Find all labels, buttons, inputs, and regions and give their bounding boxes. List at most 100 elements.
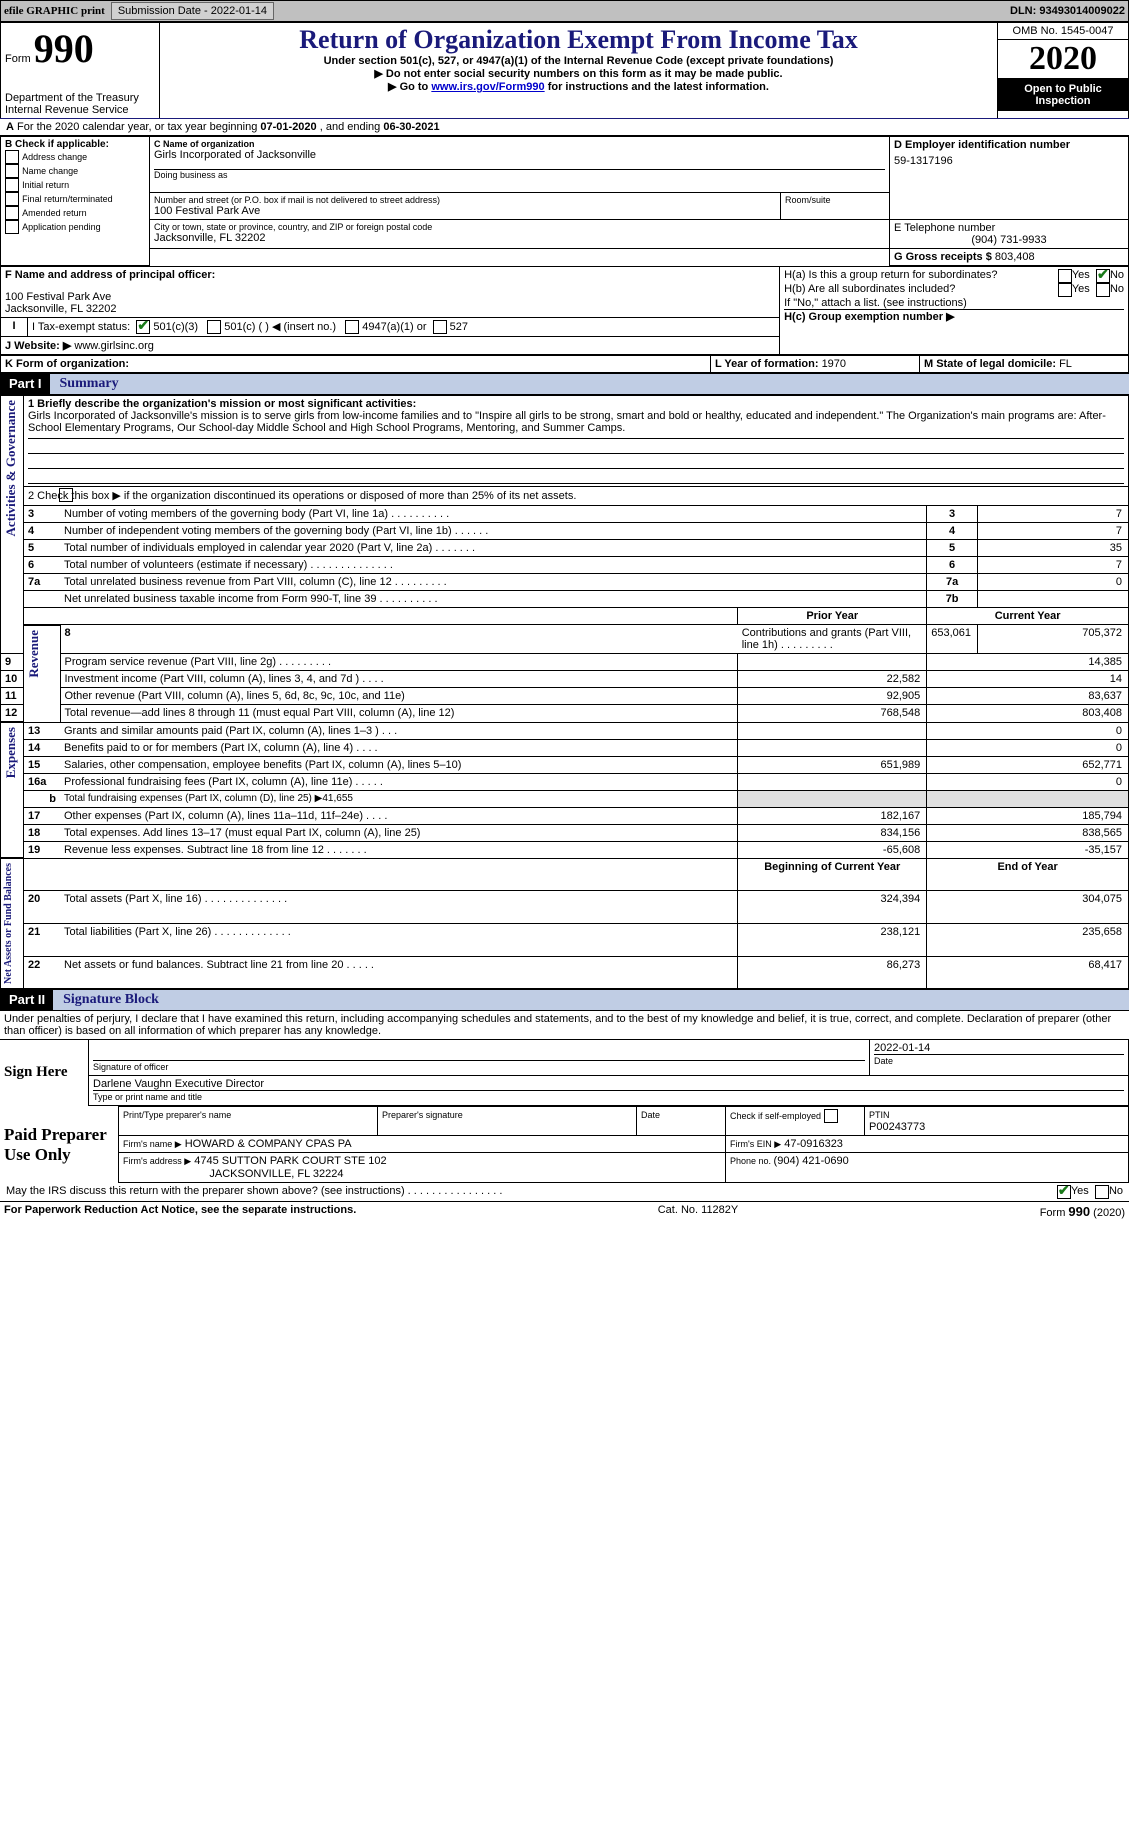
instr-post: for instructions and the latest informat… <box>548 81 769 93</box>
checkbox-amended[interactable] <box>5 206 19 220</box>
i-4947[interactable] <box>345 320 359 334</box>
hc-label: H(c) Group exemption number ▶ <box>784 310 1124 323</box>
prep-date-lbl: Date <box>641 1110 660 1120</box>
footer: For Paperwork Reduction Act Notice, see … <box>0 1202 1129 1221</box>
city-label: City or town, state or province, country… <box>154 222 885 232</box>
form-footer: Form 990 (2020) <box>1040 1204 1125 1219</box>
m-label: M State of legal domicile: <box>924 358 1059 370</box>
instr-link-line: ▶ Go to www.irs.gov/Form990 for instruct… <box>164 80 993 93</box>
sig-date-label: Date <box>874 1056 893 1066</box>
i-501c[interactable] <box>207 320 221 334</box>
b-item-2: Initial return <box>22 180 69 190</box>
discuss-row: May the IRS discuss this return with the… <box>0 1183 1129 1202</box>
i-o2: 501(c) ( ) ◀ (insert no.) <box>224 321 336 333</box>
row-5: 5Total number of individuals employed in… <box>1 540 1129 557</box>
checkbox-final-return[interactable] <box>5 192 19 206</box>
g-gross-label: G Gross receipts $ <box>894 251 992 263</box>
row-7b: Net unrelated business taxable income fr… <box>1 591 1129 608</box>
e-phone-label: E Telephone number <box>894 222 1124 234</box>
i-label: I Tax-exempt status: <box>32 321 130 333</box>
row-4: 4Number of independent voting members of… <box>1 523 1129 540</box>
discuss-text: May the IRS discuss this return with the… <box>6 1185 1057 1199</box>
dba-label: Doing business as <box>154 170 885 180</box>
discuss-no-lbl: No <box>1109 1185 1123 1199</box>
hb-yes-lbl: Yes <box>1072 283 1090 297</box>
m-val: FL <box>1059 358 1072 370</box>
checkbox-initial-return[interactable] <box>5 178 19 192</box>
dept-treasury: Department of the Treasury <box>5 92 155 104</box>
room-label: Room/suite <box>785 195 885 205</box>
ein-value: 59-1317196 <box>894 151 1124 171</box>
city-value: Jacksonville, FL 32202 <box>154 232 885 244</box>
klm-block: K Form of organization: L Year of format… <box>0 355 1129 373</box>
l2-checkbox[interactable] <box>59 488 73 502</box>
form-subtitle: Under section 501(c), 527, or 4947(a)(1)… <box>164 55 993 67</box>
i-527[interactable] <box>433 320 447 334</box>
discuss-yes[interactable] <box>1057 1185 1071 1199</box>
side-ag: Activities & Governance <box>1 396 21 540</box>
part1-body: Activities & Governance 1 Briefly descri… <box>0 395 1129 989</box>
officer-addr2: Jacksonville, FL 32202 <box>5 303 775 315</box>
a-begin-date: 07-01-2020 <box>260 121 316 133</box>
hb-yes[interactable] <box>1058 283 1072 297</box>
b-item-5: Application pending <box>22 222 101 232</box>
part1-title: Summary <box>50 374 1129 394</box>
form-word: Form <box>5 53 31 65</box>
firm-ein-lbl: Firm's EIN ▶ <box>730 1139 781 1149</box>
i-indicator: I <box>1 318 28 337</box>
b-item-3: Final return/terminated <box>22 194 113 204</box>
l1-label: 1 Briefly describe the organization's mi… <box>28 398 416 410</box>
ha-no[interactable] <box>1096 269 1110 283</box>
ptin-lbl: PTIN <box>869 1110 890 1120</box>
checkbox-name-change[interactable] <box>5 164 19 178</box>
section-a-tax-year: A For the 2020 calendar year, or tax yea… <box>0 119 1129 136</box>
efile-label: efile GRAPHIC print <box>4 5 105 17</box>
part1-header-row: Part I Summary <box>0 373 1129 395</box>
ha-yes-lbl: Yes <box>1072 269 1090 283</box>
efile-topbar: efile GRAPHIC print Submission Date - 20… <box>0 0 1129 22</box>
header-table: Form 990 Department of the Treasury Inte… <box>0 22 1129 119</box>
firm-phone-lbl: Phone no. <box>730 1156 774 1166</box>
ha-yes[interactable] <box>1058 269 1072 283</box>
irs-form990-link[interactable]: www.irs.gov/Form990 <box>431 81 544 93</box>
hb-no[interactable] <box>1096 283 1110 297</box>
checkbox-address-change[interactable] <box>5 150 19 164</box>
b-item-1: Name change <box>22 166 78 176</box>
fhij-block: F Name and address of principal officer:… <box>0 266 1129 355</box>
c-name-label: C Name of organization <box>154 139 885 149</box>
cat-no: Cat. No. 11282Y <box>658 1204 739 1219</box>
gross-receipts-value: 803,408 <box>995 251 1035 263</box>
firm-addr-lbl: Firm's address ▶ <box>123 1156 191 1166</box>
website-value: www.girlsinc.org <box>74 340 153 352</box>
perjury-text: Under penalties of perjury, I declare th… <box>0 1011 1129 1040</box>
a-mid: , and ending <box>320 121 384 133</box>
preparer-table: Paid Preparer Use Only Print/Type prepar… <box>0 1106 1129 1183</box>
checkbox-application-pending[interactable] <box>5 220 19 234</box>
firm-phone: (904) 421-0690 <box>774 1155 849 1167</box>
part2-header-row: Part II Signature Block <box>0 989 1129 1011</box>
open-inspection-badge: Open to Public Inspection <box>998 79 1128 111</box>
discuss-yes-lbl: Yes <box>1071 1185 1089 1199</box>
submission-date-button[interactable]: Submission Date - 2022-01-14 <box>111 2 274 20</box>
f-label: F Name and address of principal officer: <box>5 269 775 281</box>
self-employed-checkbox[interactable] <box>824 1109 838 1123</box>
sig-date-value: 2022-01-14 <box>874 1042 1124 1054</box>
side-rev: Revenue <box>24 626 44 682</box>
discuss-no[interactable] <box>1095 1185 1109 1199</box>
paid-preparer-label: Paid Preparer Use Only <box>4 1125 106 1164</box>
firm-name: HOWARD & COMPANY CPAS PA <box>185 1138 352 1150</box>
sig-officer-label: Signature of officer <box>93 1062 168 1072</box>
i-o1: 501(c)(3) <box>153 321 198 333</box>
firm-addr1: 4745 SUTTON PARK COURT STE 102 <box>194 1155 386 1167</box>
b-item-4: Amended return <box>22 208 87 218</box>
prep-sig-lbl: Preparer's signature <box>382 1110 463 1120</box>
row-7a: 7aTotal unrelated business revenue from … <box>1 574 1129 591</box>
hb-no-lbl: No <box>1110 283 1124 297</box>
irs-label: Internal Revenue Service <box>5 104 155 116</box>
i-501c3[interactable] <box>136 320 150 334</box>
pra-notice: For Paperwork Reduction Act Notice, see … <box>4 1204 356 1219</box>
officer-addr1: 100 Festival Park Ave <box>5 291 775 303</box>
ha-label: H(a) Is this a group return for subordin… <box>784 269 1058 283</box>
h-note: If "No," attach a list. (see instruction… <box>784 297 1124 309</box>
i-o4: 527 <box>450 321 468 333</box>
